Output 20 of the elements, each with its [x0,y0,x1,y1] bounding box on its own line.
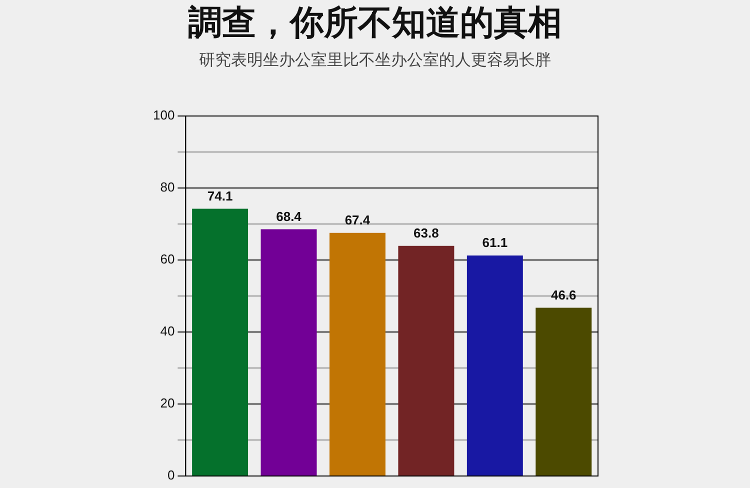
y-tick-label: 20 [160,396,175,411]
bar [330,232,386,476]
data-label: 63.8 [414,225,439,240]
bar [398,246,454,476]
y-tick-label: 80 [160,180,175,195]
chart-subtitle: 研究表明坐办公室里比不坐办公室的人更容易长胖 [198,50,552,71]
data-label: 68.4 [276,208,302,224]
y-tick-label: 40 [160,324,175,339]
y-tick-label: 60 [160,252,175,267]
bar [466,256,523,476]
data-label: 46.6 [550,287,576,302]
bar [536,308,592,476]
data-label: 67.4 [344,212,371,228]
bar [192,208,248,476]
y-tick-label: 0 [167,468,175,483]
data-label: 74.1 [207,188,233,204]
data-label: 61.1 [482,235,508,250]
bar [260,229,317,476]
y-tick-label: 100 [152,108,175,123]
chart-title: 調查，你所不知道的真相 [187,2,563,45]
